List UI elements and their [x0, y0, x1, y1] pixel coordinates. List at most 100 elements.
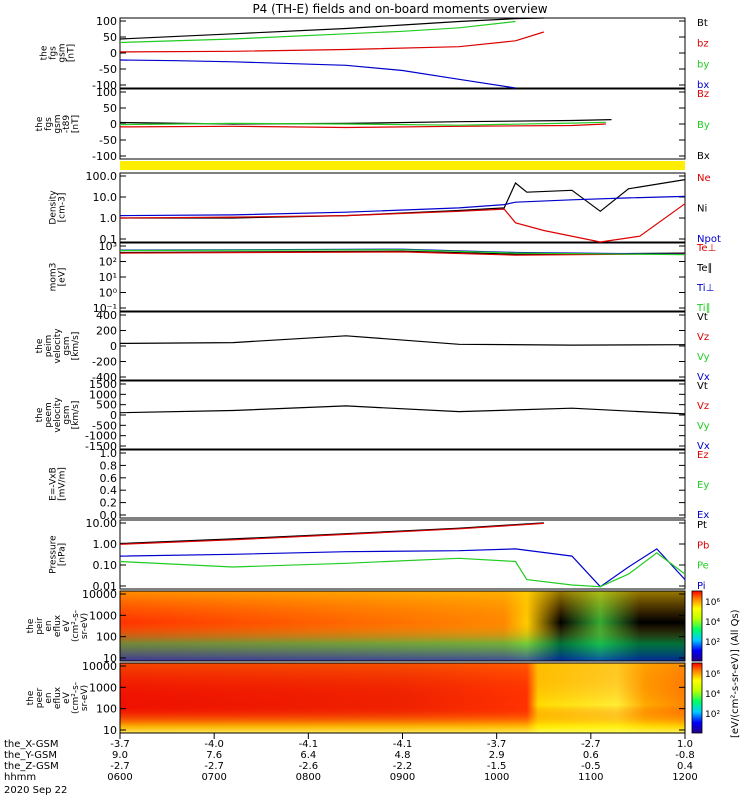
y-axis-label: velocity: [53, 397, 63, 433]
y-axis-label: gsm: [62, 405, 72, 424]
y-axis-label: the: [35, 338, 45, 353]
series-line: [119, 405, 686, 415]
y-axis-label: en: [44, 692, 54, 703]
x-tick-label: 0.4: [677, 761, 693, 772]
x-tick-label: -2.7: [204, 761, 224, 772]
legend-entry: Ni: [697, 204, 707, 215]
x-tick-label: -2.6: [299, 761, 319, 772]
y-axis-label: the: [26, 618, 36, 633]
panel-0: 100 50 0 -50 -100 the fgs gsm [nT] Bt bz by bx: [40, 15, 710, 92]
y-axis-label: the: [26, 690, 36, 705]
panel-frame: [119, 172, 686, 243]
y-axis-label: fgs: [49, 46, 59, 60]
series-line: [119, 548, 686, 588]
y-tick-label: 1000: [89, 388, 117, 401]
y-axis-label: [nT]: [71, 115, 81, 133]
y-axis-label: the: [35, 116, 45, 131]
legend-entry: Ti∥: [696, 303, 711, 314]
y-axis-label: fgs: [44, 117, 54, 131]
y-axis-label: sr-eV): [80, 685, 90, 711]
legend-entry: Pt: [697, 520, 707, 531]
y-axis-label: peir: [35, 617, 45, 635]
series-line: [119, 335, 686, 346]
legend-entry: Ez: [697, 450, 709, 461]
x-tick-label: 0700: [201, 772, 226, 783]
series-line: [119, 522, 544, 545]
x-tick-label: 7.6: [206, 750, 222, 761]
y-axis-label: eV: [62, 691, 72, 704]
series-line: [119, 123, 606, 129]
series-line: [119, 59, 516, 89]
x-tick-label: -4.1: [299, 739, 319, 750]
panel-8: 10000 1000 100 10 the peir en eflux eV (cm²-s-sr-…: [26, 588, 720, 665]
y-tick-label: 0.1: [100, 233, 118, 246]
x-tick-label: 0800: [296, 772, 321, 783]
panel-frame: [119, 449, 686, 519]
legend-entry: Ex: [697, 510, 709, 521]
legend-entry: Te∥: [696, 263, 713, 274]
panel-1: 100 50 0 -50 -100 the fgs gsm -t89 [nT] Bz By Bx: [35, 86, 710, 163]
series-line: [119, 203, 686, 243]
colorbar-tick-label: 10²: [705, 710, 720, 720]
series-line: [119, 121, 606, 126]
panel-7: 10.00 1.00 0.10 0.01 Pressure [nPa] Pt Pb Pe Pi: [49, 517, 710, 593]
legend-entry: Vy: [697, 352, 710, 363]
y-axis-label: [nT]: [67, 44, 77, 62]
y-tick-label: 10⁰: [99, 287, 118, 300]
panel-frame: [119, 590, 686, 662]
legend-entry: Te⊥: [696, 243, 716, 254]
legend-entry: Bt: [697, 18, 708, 29]
y-tick-label: 10000: [82, 588, 117, 601]
x-tick-label: 1200: [672, 772, 697, 783]
x-tick-label: -3.7: [487, 739, 507, 750]
y-tick-label: 100: [96, 15, 117, 28]
y-tick-label: 0: [110, 340, 117, 353]
panel-frame: [119, 380, 686, 450]
colorbar-label: [eV/(cm²-s-sr-eV)] (All Qs): [730, 609, 741, 738]
y-tick-label: 0.8: [100, 459, 118, 472]
legend-entry: Vz: [697, 332, 709, 343]
y-tick-label: 1.0: [100, 447, 118, 460]
y-tick-label: 0: [110, 118, 117, 131]
y-axis-label: the: [35, 407, 45, 422]
y-axis-label: en: [44, 620, 54, 631]
y-tick-label: 1.00: [93, 538, 118, 551]
panel-9: 10000 1000 100 10 the peer en eflux eV (cm²-s-sr-…: [26, 660, 720, 737]
legend-entry: by: [697, 59, 709, 70]
legend-entry: Vt: [697, 312, 708, 323]
legend-entry: Vy: [697, 421, 710, 432]
y-tick-label: -100: [92, 150, 117, 163]
legend-entry: Vx: [697, 441, 710, 452]
series-line: [119, 249, 686, 256]
y-tick-label: 10000: [82, 660, 117, 673]
y-tick-label: -400: [92, 371, 117, 384]
y-tick-label: 0.01: [93, 580, 118, 593]
legend-entry: Vx: [697, 372, 710, 383]
y-axis-label: the: [40, 45, 50, 60]
y-axis-label: velocity: [53, 328, 63, 364]
panel-6: 1.00.80.60.40.20.0 E=-VxB [mV/m] Ez Ey Ex: [49, 447, 710, 522]
y-tick-label: 50: [103, 102, 117, 115]
y-tick-label: 10¹: [99, 271, 117, 284]
y-tick-label: -50: [99, 63, 117, 76]
series-line: [119, 251, 686, 256]
series-line: [119, 31, 544, 53]
y-tick-label: 1.0: [100, 212, 118, 225]
x-tick-label: 1100: [578, 772, 603, 783]
y-tick-label: -500: [92, 419, 117, 432]
y-axis-label: eflux: [53, 614, 63, 637]
y-axis-label: gsm: [58, 43, 68, 62]
x-tick-label: -2.2: [393, 761, 413, 772]
series-line: [119, 522, 544, 545]
y-axis-label: [km/s]: [71, 332, 81, 361]
legend-entry: Ti⊥: [696, 283, 714, 294]
x-tick-label: 1000: [484, 772, 509, 783]
x-row-label: hhmm: [4, 772, 36, 783]
x-tick-label: 0600: [107, 772, 132, 783]
y-tick-label: 1500: [89, 378, 117, 391]
panel-2: 100.0 10.0 1.0 0.1 Density [cm-3] Ne Ni Npot: [49, 170, 721, 246]
y-tick-label: 100: [96, 86, 117, 99]
y-tick-label: 10.0: [93, 191, 118, 204]
y-axis-label: [cm-3]: [58, 193, 68, 223]
legend-entry: bx: [697, 80, 709, 91]
